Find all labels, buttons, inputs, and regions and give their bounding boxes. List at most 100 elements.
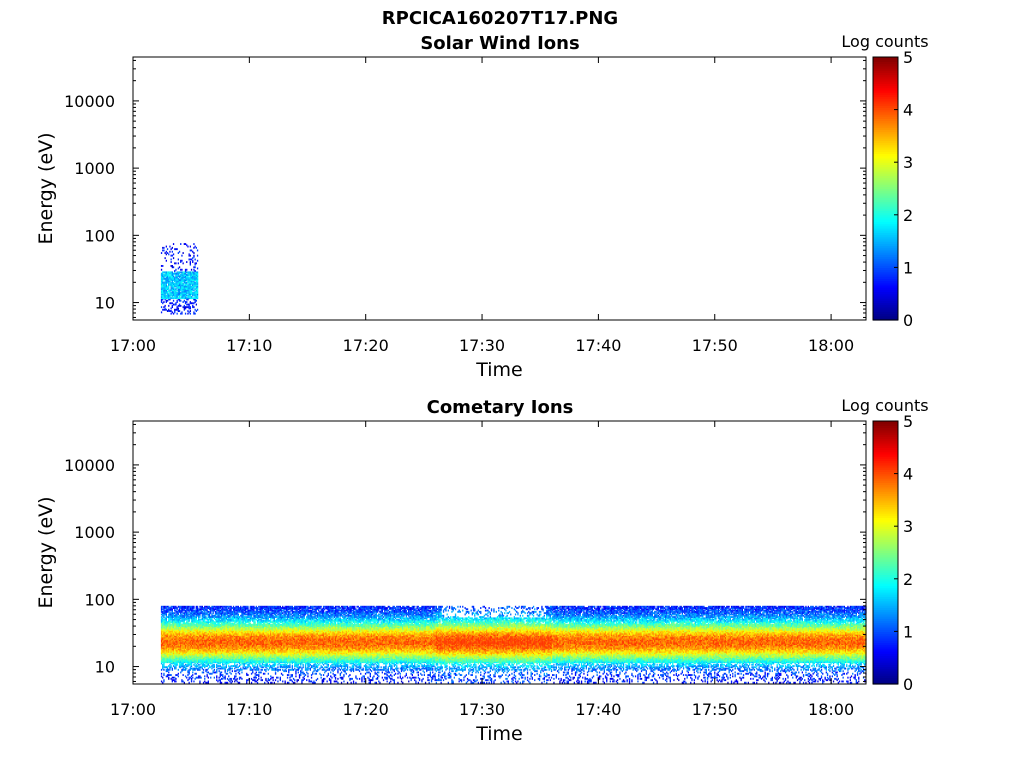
spectrogram-cell bbox=[180, 643, 182, 645]
spectrogram-cell bbox=[180, 271, 182, 274]
spectrogram-cell bbox=[201, 632, 203, 635]
spectrogram-cell bbox=[182, 289, 184, 292]
spectrogram-cell bbox=[177, 623, 179, 626]
spectrogram-cell bbox=[194, 658, 196, 661]
spectrogram-cell bbox=[217, 665, 219, 667]
spectrogram-cell bbox=[212, 654, 214, 657]
spectrogram-cell bbox=[211, 623, 213, 626]
spectrogram-cell bbox=[181, 668, 183, 671]
spectrogram-cell bbox=[188, 271, 190, 274]
spectrogram-cell bbox=[175, 272, 177, 275]
spectrogram-cell bbox=[181, 279, 183, 281]
spectrogram-cell bbox=[206, 681, 208, 684]
spectrogram-cell bbox=[195, 271, 197, 274]
spectrogram-cell bbox=[183, 652, 185, 655]
spectrogram-cell bbox=[206, 625, 208, 627]
spectrogram-cell bbox=[250, 681, 253, 684]
spectrogram-cell bbox=[196, 619, 199, 622]
spectrogram-cell bbox=[213, 638, 215, 640]
spectrogram-cell bbox=[207, 614, 209, 617]
spectrogram-cell bbox=[160, 630, 163, 633]
spectrogram-cell bbox=[217, 667, 219, 670]
spectrogram-cell bbox=[216, 632, 218, 635]
spectrogram-cell bbox=[190, 641, 193, 644]
spectrogram-cell bbox=[194, 301, 196, 303]
spectrogram-cell bbox=[190, 292, 193, 294]
spectrogram-cell bbox=[188, 626, 190, 629]
spectrogram-cell bbox=[184, 638, 187, 640]
spectrogram-cell bbox=[177, 632, 179, 635]
spectrogram-cell bbox=[189, 295, 191, 298]
spectrogram-cell bbox=[175, 680, 177, 683]
spectrogram-cell bbox=[211, 640, 213, 643]
spectrogram-cell bbox=[228, 679, 230, 682]
colorbar-segment bbox=[873, 98, 898, 102]
spectrogram-cell bbox=[202, 653, 205, 656]
spectrogram-cell bbox=[212, 609, 214, 612]
spectrogram-cell bbox=[216, 650, 218, 653]
spectrogram-cell bbox=[237, 666, 239, 669]
spectrogram-cell bbox=[212, 666, 214, 669]
spectrogram-cell bbox=[162, 643, 164, 645]
colorbar-segment bbox=[873, 65, 898, 69]
spectrogram-cell bbox=[187, 618, 189, 621]
spectrogram-cell bbox=[182, 674, 184, 676]
spectrogram-cell bbox=[171, 680, 173, 683]
spectrogram-cell bbox=[216, 644, 218, 647]
spectrogram-cell bbox=[184, 631, 187, 634]
spectrogram-cell bbox=[171, 632, 173, 635]
spectrogram-cell bbox=[168, 609, 170, 612]
spectrogram-cell bbox=[164, 621, 166, 624]
spectrogram-cell bbox=[207, 639, 209, 642]
spectrogram-cell bbox=[178, 652, 181, 655]
spectrogram-cell bbox=[217, 645, 219, 648]
spectrogram-cell bbox=[180, 607, 182, 609]
spectrogram-cell bbox=[212, 625, 214, 627]
spectrogram-cell bbox=[199, 623, 201, 626]
spectrogram-cell bbox=[196, 623, 199, 626]
spectrogram-cell bbox=[208, 644, 211, 647]
spectrogram-cell bbox=[184, 276, 187, 279]
spectrogram-cell bbox=[210, 661, 212, 664]
spectrogram-cell bbox=[163, 613, 165, 616]
spectrogram-cell bbox=[199, 667, 201, 670]
spectrogram-cell bbox=[170, 310, 172, 312]
x-tick-label: 18:00 bbox=[808, 336, 854, 355]
spectrogram-cell bbox=[187, 670, 189, 673]
spectrogram-cell bbox=[189, 306, 191, 309]
spectrogram-cell bbox=[180, 663, 182, 666]
spectrogram-cell bbox=[255, 666, 257, 669]
spectrogram-cell bbox=[212, 671, 214, 674]
spectrogram-cell bbox=[168, 286, 170, 289]
spectrogram-cell bbox=[240, 663, 242, 666]
spectrogram-cell bbox=[186, 622, 188, 625]
spectrogram-cell bbox=[182, 629, 184, 631]
spectrogram-cell bbox=[171, 304, 173, 307]
spectrogram-cell bbox=[192, 658, 194, 661]
colorbar-segment bbox=[873, 230, 898, 233]
spectrogram-cell bbox=[182, 648, 184, 651]
spectrogram-cell bbox=[175, 625, 177, 627]
spectrogram-cell bbox=[204, 622, 206, 625]
spectrogram-cell bbox=[182, 645, 184, 648]
spectrogram-cell bbox=[168, 289, 170, 292]
spectrogram-cell bbox=[183, 299, 185, 302]
spectrogram-cell bbox=[205, 658, 207, 661]
spectrogram-cell bbox=[190, 636, 193, 639]
spectrogram-cell bbox=[246, 613, 248, 616]
spectrogram-cell bbox=[169, 627, 171, 630]
spectrogram-cell bbox=[164, 639, 166, 642]
colorbar-segment bbox=[873, 120, 898, 124]
spectrogram-cell bbox=[235, 616, 237, 618]
spectrogram-cell bbox=[163, 609, 165, 612]
spectrogram-cell bbox=[194, 644, 196, 647]
spectrogram-cell bbox=[193, 634, 195, 636]
spectrogram-cell bbox=[196, 275, 199, 278]
spectrogram-cell bbox=[177, 645, 179, 648]
spectrogram-cell bbox=[174, 262, 176, 265]
spectrogram-cell bbox=[192, 667, 194, 670]
spectrogram-cell bbox=[164, 631, 166, 634]
spectrogram-cell bbox=[188, 307, 190, 310]
spectrogram-cell bbox=[183, 629, 185, 631]
spectrogram-cell bbox=[187, 297, 189, 300]
